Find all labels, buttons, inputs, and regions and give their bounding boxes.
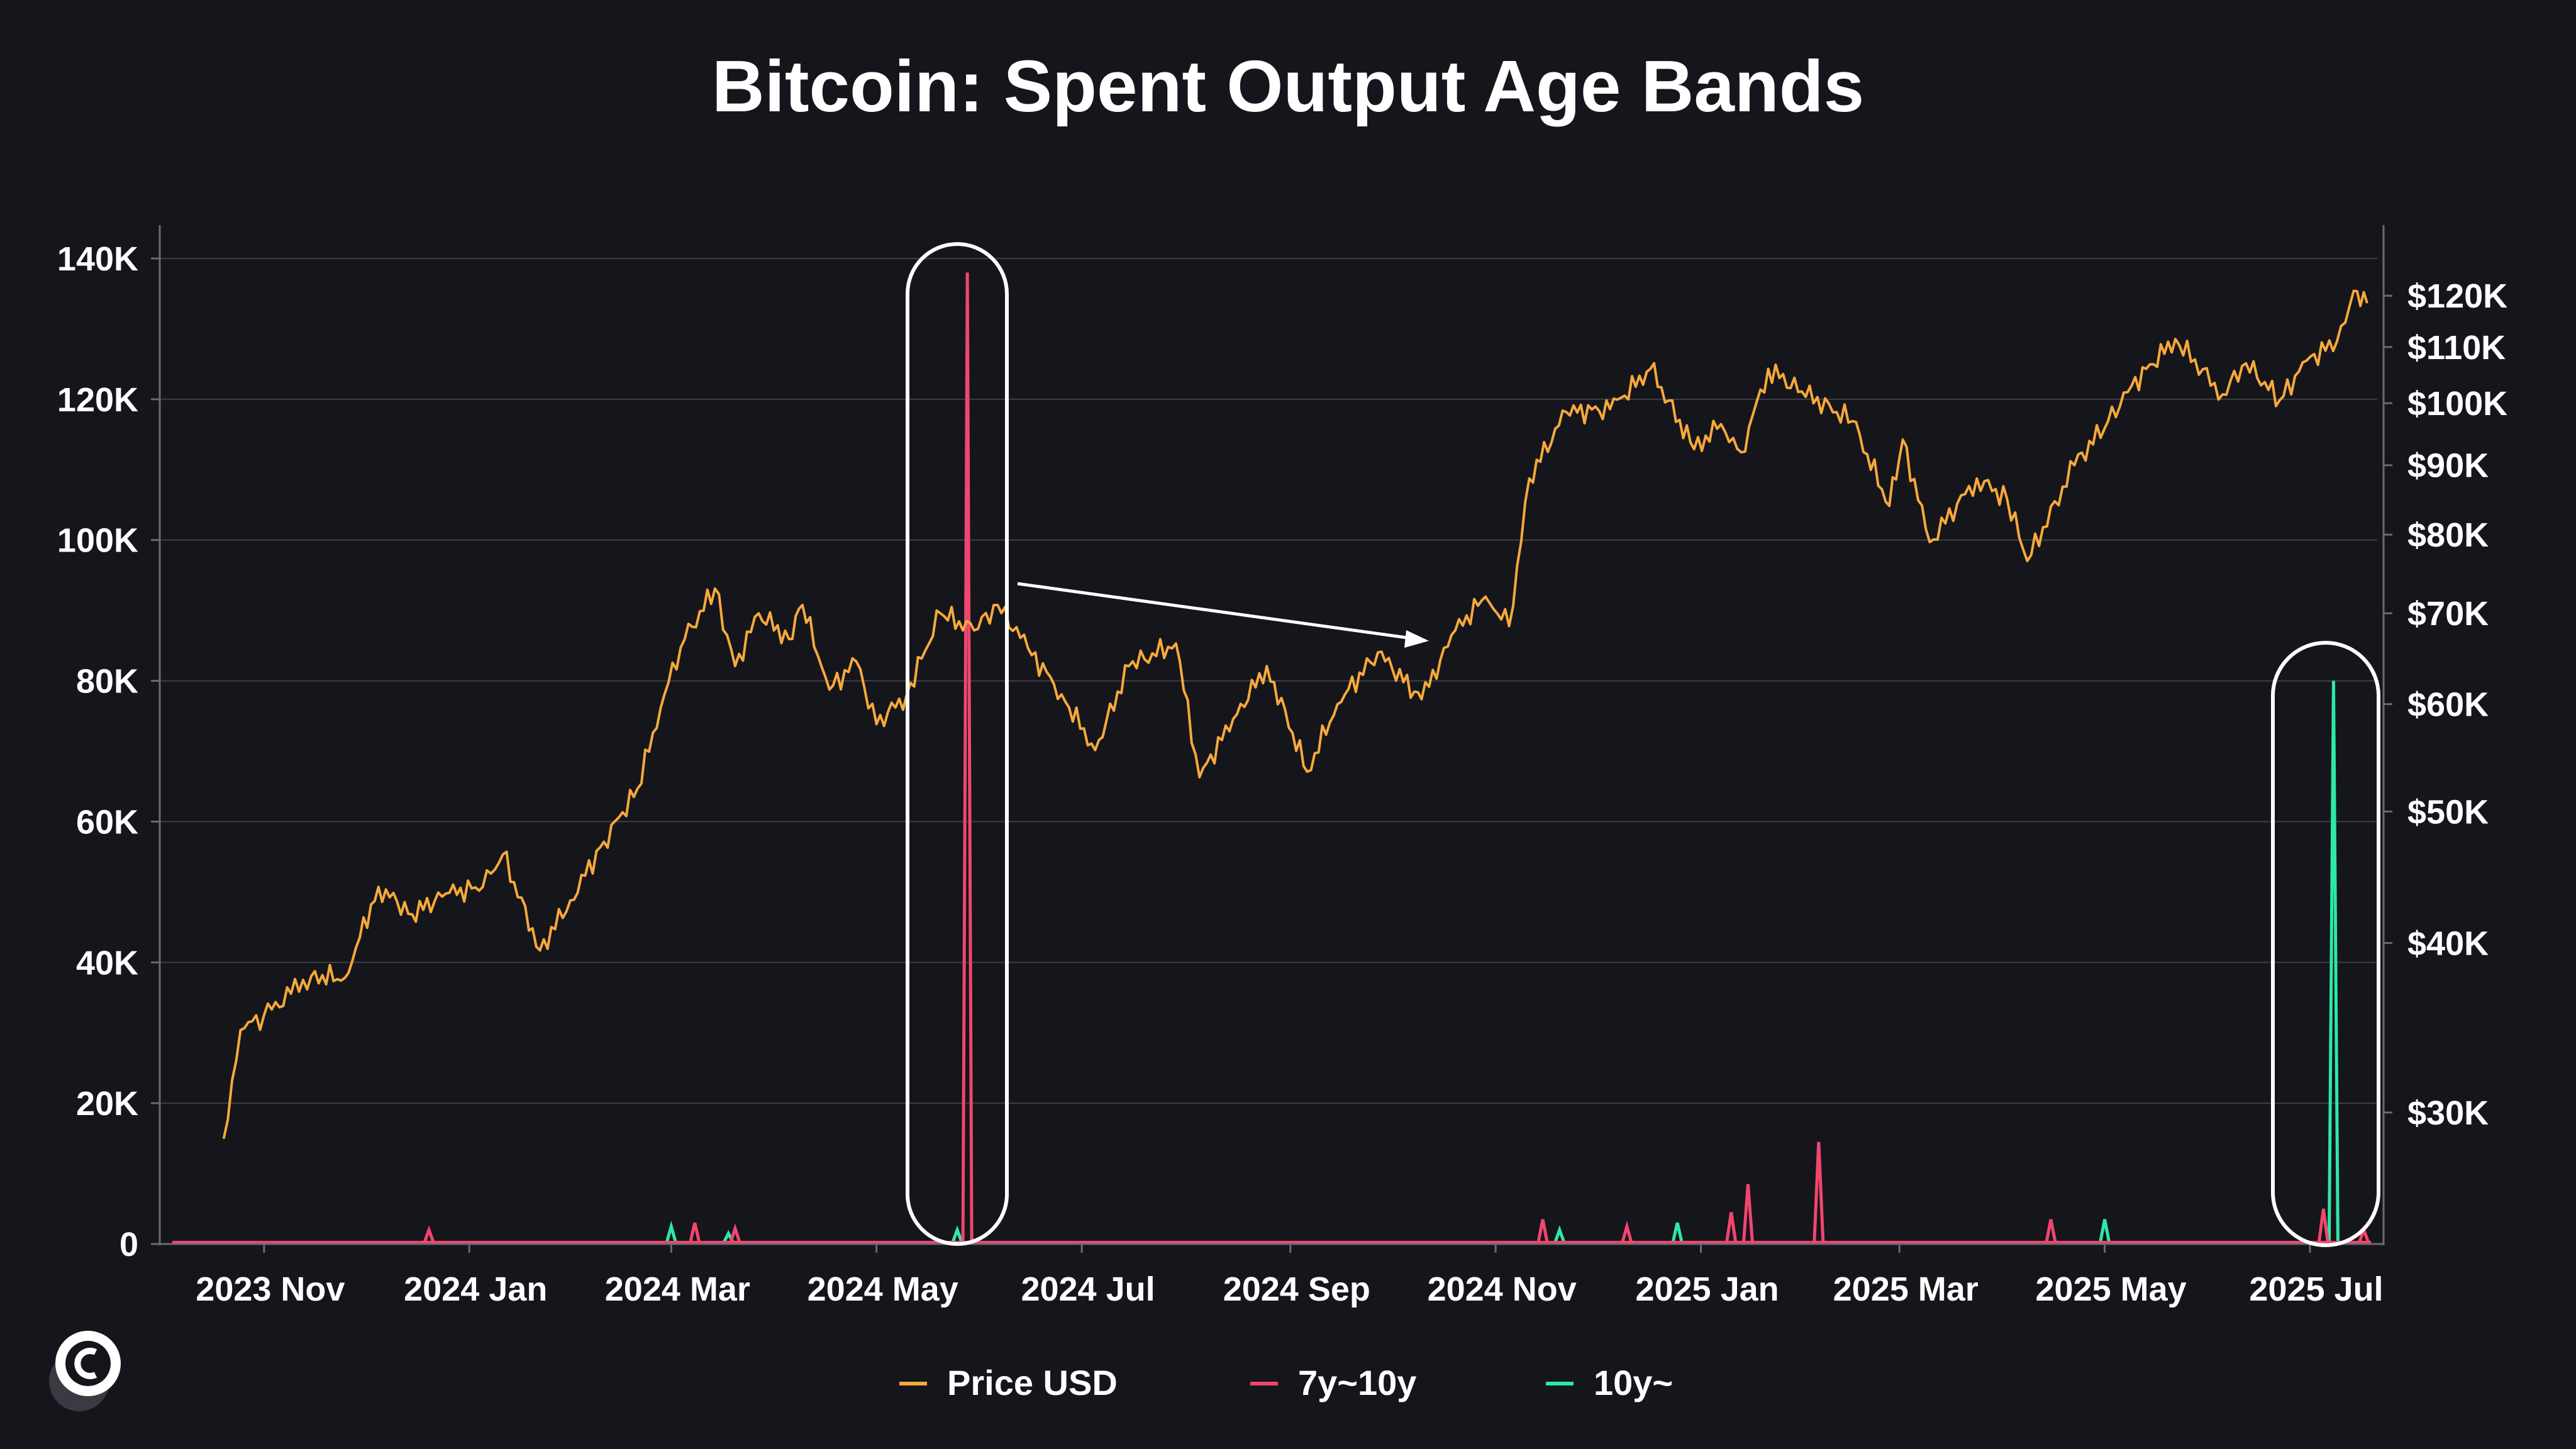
highlight-ellipse-may-2024 xyxy=(906,242,1009,1246)
spike-point xyxy=(665,1220,677,1243)
y-left-tick-label: 40K xyxy=(76,944,138,982)
y-left-tick-label: 60K xyxy=(76,803,138,841)
spike-point xyxy=(1725,1212,1738,1243)
x-tick-label: 2025 Jul xyxy=(2249,1270,2383,1308)
x-tick-label: 2024 Mar xyxy=(605,1270,750,1308)
price-point xyxy=(1175,643,1177,644)
legend-label-7y-10y: 7y~10y xyxy=(1298,1363,1416,1402)
y-right-tick-label: $70K xyxy=(2407,595,2489,633)
trend-arrow xyxy=(1017,582,1429,648)
legend-item-price[interactable]: Price USD xyxy=(899,1363,1118,1402)
axes xyxy=(158,225,2385,1245)
y-right-tick-label: $80K xyxy=(2407,516,2489,554)
spike-point xyxy=(1671,1222,1684,1243)
price-point xyxy=(856,661,857,662)
price-point xyxy=(684,638,686,640)
spike-point xyxy=(1536,1219,1549,1243)
x-tick-label: 2024 Sep xyxy=(1223,1270,1370,1308)
right-axis-ticks: $30K $40K $50K $60K $70K $80K $90K $100K $110K $1… xyxy=(2384,277,2507,1132)
spike-point xyxy=(961,272,974,1243)
y-right-tick-label: $40K xyxy=(2407,924,2489,962)
price-point xyxy=(2336,341,2338,342)
y-right-tick-label: $50K xyxy=(2407,793,2489,831)
y-right-tick-label: $90K xyxy=(2407,447,2489,485)
price-point xyxy=(637,788,638,789)
y-left-tick-label: 140K xyxy=(57,240,138,278)
legend-item-10y[interactable]: 10y~ xyxy=(1546,1363,1673,1402)
spike-point xyxy=(1553,1225,1566,1243)
price-point xyxy=(1566,411,1567,413)
x-tick-label: 2024 May xyxy=(808,1270,958,1308)
price-point xyxy=(502,853,504,855)
price-point xyxy=(1377,652,1379,653)
spike-point xyxy=(729,1223,741,1243)
x-tick-label: 2024 Nov xyxy=(1428,1270,1577,1308)
spike-point xyxy=(2045,1219,2057,1243)
x-tick-label: 2025 Jan xyxy=(1635,1270,1779,1308)
spike-point xyxy=(2099,1219,2111,1243)
price-point xyxy=(445,893,447,894)
y-left-tick-label: 20K xyxy=(76,1085,138,1123)
y-left-tick-label: 100K xyxy=(57,522,138,560)
price-point xyxy=(223,1138,225,1139)
spike-point xyxy=(2327,680,2340,1243)
series-price-usd xyxy=(222,289,2368,1139)
y-right-tick-label: $110K xyxy=(2407,329,2506,367)
spike-point xyxy=(2317,1208,2329,1243)
legend: Price USD 7y~10y 10y~ xyxy=(899,1363,1673,1402)
price-point xyxy=(1061,694,1062,695)
price-point xyxy=(1128,665,1130,667)
price-point xyxy=(240,1030,241,1031)
price-point xyxy=(2222,394,2223,395)
spike-point xyxy=(951,1225,963,1243)
legend-item-7y-10y[interactable]: 7y~10y xyxy=(1250,1363,1416,1402)
legend-label-10y: 10y~ xyxy=(1594,1363,1673,1402)
series-10y xyxy=(172,680,2371,1243)
price-point xyxy=(1529,478,1530,479)
highlight-ellipse-jul-2025 xyxy=(2271,641,2380,1247)
price-point xyxy=(940,613,941,614)
price-point xyxy=(2279,399,2280,401)
left-axis-ticks: 0 20K 40K 60K 80K 100K 120K 140K xyxy=(57,240,160,1263)
price-line xyxy=(222,289,2368,1139)
spike-point xyxy=(1741,1184,1754,1243)
x-axis-ticks: 2023 Nov 2024 Jan 2024 Mar 2024 May 2024 Jul… xyxy=(196,1244,2384,1308)
spike-point xyxy=(423,1225,435,1243)
y-left-tick-label: 80K xyxy=(76,663,138,701)
price-point xyxy=(1929,541,1930,543)
x-tick-label: 2024 Jul xyxy=(1021,1270,1155,1308)
spike-point xyxy=(1621,1220,1633,1243)
series-7y-10y xyxy=(172,272,2371,1243)
grid-lines xyxy=(160,258,2384,1245)
price-point xyxy=(664,694,665,695)
x-tick-label: 2025 May xyxy=(2036,1270,2187,1308)
price-point xyxy=(2027,560,2028,562)
series xyxy=(172,272,2371,1243)
price-point xyxy=(997,604,998,606)
y-right-tick-label: $60K xyxy=(2407,686,2489,724)
y-left-tick-label: 0 xyxy=(119,1226,138,1263)
price-point xyxy=(758,613,759,614)
legend-label-price: Price USD xyxy=(947,1363,1118,1402)
y-left-tick-label: 120K xyxy=(57,381,138,419)
x-tick-label: 2025 Mar xyxy=(1833,1270,1979,1308)
x-tick-label: 2024 Jan xyxy=(404,1270,547,1308)
price-point xyxy=(1485,596,1486,597)
price-point xyxy=(714,588,716,589)
logo-icon xyxy=(49,1331,121,1411)
price-point xyxy=(829,689,830,690)
spike-point xyxy=(689,1222,701,1243)
chart-title: Bitcoin: Spent Output Age Bands xyxy=(711,45,1865,127)
y-right-tick-label: $120K xyxy=(2407,277,2507,315)
x-tick-label: 2023 Nov xyxy=(196,1270,345,1308)
y-right-tick-label: $100K xyxy=(2407,385,2507,423)
price-point xyxy=(2306,360,2307,361)
spike-point xyxy=(1813,1141,1825,1243)
y-right-tick-label: $30K xyxy=(2407,1094,2489,1132)
